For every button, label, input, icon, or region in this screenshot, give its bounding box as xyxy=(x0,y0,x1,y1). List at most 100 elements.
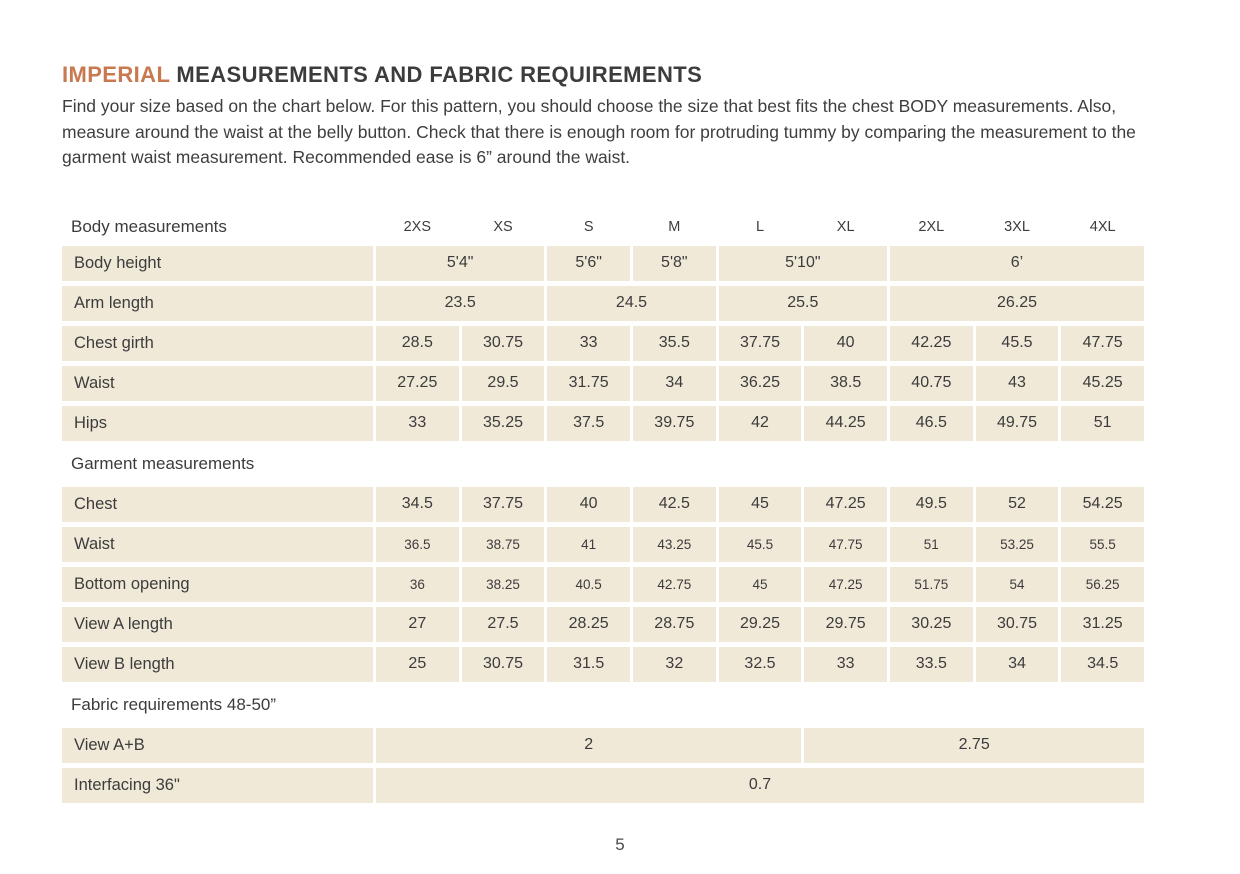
value-cell-view-b-length: 33 xyxy=(804,646,887,682)
value-cell-bottom-opening: 45 xyxy=(718,566,802,602)
title-rest: MEASUREMENTS AND FABRIC REQUIREMENTS xyxy=(169,62,703,87)
size-column-header-l: L xyxy=(755,218,765,235)
value-cell-view-b-length: 32 xyxy=(632,646,716,682)
value-cell-waist-body: 43 xyxy=(975,365,1059,401)
value-cell-view-b-length: 34 xyxy=(975,646,1059,682)
value-cell-chest-girth: 30.75 xyxy=(461,325,545,361)
value-cell-view-a-length: 30.25 xyxy=(889,606,973,642)
value-cell-waist-garment: 36.5 xyxy=(376,526,459,562)
value-cell-hips: 35.25 xyxy=(461,405,545,441)
value-cell-chest-garment: 47.25 xyxy=(804,486,887,522)
row-label-interfacing: Interfacing 36" xyxy=(62,767,373,803)
value-cell-interfacing: 0.7 xyxy=(376,767,1144,803)
value-cell-body-height: 6’ xyxy=(889,245,1144,281)
value-cell-hips: 51 xyxy=(1061,405,1144,441)
value-cell-chest-garment: 37.75 xyxy=(461,486,545,522)
value-cell-waist-garment: 53.25 xyxy=(975,526,1059,562)
value-cell-hips: 37.5 xyxy=(547,405,630,441)
value-cell-hips: 39.75 xyxy=(632,405,716,441)
value-cell-waist-body: 29.5 xyxy=(461,365,545,401)
value-cell-view-a-length: 29.25 xyxy=(718,606,802,642)
value-cell-waist-garment: 38.75 xyxy=(461,526,545,562)
value-cell-bottom-opening: 56.25 xyxy=(1061,566,1144,602)
size-column-header-4xl: 4XL xyxy=(1089,218,1116,235)
value-cell-body-height: 5'4" xyxy=(376,245,545,281)
value-cell-bottom-opening: 40.5 xyxy=(547,566,630,602)
value-cell-waist-body: 36.25 xyxy=(718,365,802,401)
value-cell-chest-garment: 34.5 xyxy=(376,486,459,522)
size-column-header-2xs: 2XS xyxy=(403,218,432,235)
value-cell-chest-garment: 54.25 xyxy=(1061,486,1144,522)
value-cell-view-b-length: 25 xyxy=(376,646,459,682)
intro-paragraph: Find your size based on the chart below.… xyxy=(62,96,1136,167)
value-cell-bottom-opening: 42.75 xyxy=(632,566,716,602)
value-cell-waist-garment: 43.25 xyxy=(632,526,716,562)
size-column-header-xl: XL xyxy=(836,218,855,235)
value-cell-view-a-length: 29.75 xyxy=(804,606,887,642)
value-cell-chest-garment: 42.5 xyxy=(632,486,716,522)
value-cell-chest-girth: 40 xyxy=(804,325,887,361)
value-cell-chest-garment: 40 xyxy=(547,486,630,522)
value-cell-arm-length: 26.25 xyxy=(889,285,1144,321)
size-column-header-m: M xyxy=(668,218,681,235)
row-label-waist-body: Waist xyxy=(62,365,373,401)
value-cell-chest-girth: 33 xyxy=(547,325,630,361)
size-column-header-2xl: 2XL xyxy=(918,218,945,235)
title-highlight: IMPERIAL xyxy=(62,62,170,87)
value-cell-chest-garment: 45 xyxy=(718,486,802,522)
value-cell-waist-body: 31.75 xyxy=(547,365,630,401)
row-label-view-b-length: View B length xyxy=(62,646,373,682)
value-cell-waist-body: 34 xyxy=(632,365,716,401)
row-label-view-a-b: View A+B xyxy=(62,727,373,763)
value-cell-body-height: 5'8" xyxy=(632,245,716,281)
value-cell-waist-garment: 47.75 xyxy=(804,526,887,562)
value-cell-waist-garment: 55.5 xyxy=(1061,526,1144,562)
value-cell-view-a-length: 28.25 xyxy=(547,606,630,642)
value-cell-view-a-length: 28.75 xyxy=(632,606,716,642)
value-cell-bottom-opening: 38.25 xyxy=(461,566,545,602)
value-cell-waist-garment: 41 xyxy=(547,526,630,562)
value-cell-arm-length: 25.5 xyxy=(718,285,887,321)
value-cell-hips: 44.25 xyxy=(804,405,887,441)
value-cell-arm-length: 24.5 xyxy=(547,285,716,321)
value-cell-hips: 49.75 xyxy=(975,405,1059,441)
value-cell-view-b-length: 32.5 xyxy=(718,646,802,682)
value-cell-chest-girth: 37.75 xyxy=(718,325,802,361)
page-title: IMPERIAL MEASUREMENTS AND FABRIC REQUIRE… xyxy=(62,62,1178,88)
row-label-body-height: Body height xyxy=(62,245,373,281)
value-cell-hips: 33 xyxy=(376,405,459,441)
size-table: Body measurements 2XS XS S M L XL 2XL 3XL 4XL Body… xyxy=(62,213,1144,803)
value-cell-bottom-opening: 54 xyxy=(975,566,1059,602)
row-label-hips: Hips xyxy=(62,405,373,441)
value-cell-body-height: 5'6" xyxy=(547,245,630,281)
row-label-waist-garment: Waist xyxy=(62,526,373,562)
value-cell-chest-girth: 47.75 xyxy=(1061,325,1144,361)
value-cell-hips: 46.5 xyxy=(889,405,973,441)
value-cell-hips: 42 xyxy=(718,405,802,441)
value-cell-bottom-opening: 51.75 xyxy=(889,566,973,602)
row-label-chest-garment: Chest xyxy=(62,486,373,522)
value-cell-view-b-length: 34.5 xyxy=(1061,646,1144,682)
value-cell-waist-body: 38.5 xyxy=(804,365,887,401)
value-cell-view-a-length: 27 xyxy=(376,606,459,642)
section-label-garment-section: Garment measurements xyxy=(71,453,255,473)
value-cell-view-a-length: 30.75 xyxy=(975,606,1059,642)
value-cell-view-a-b: 2 xyxy=(376,727,802,763)
value-cell-waist-body: 45.25 xyxy=(1061,365,1144,401)
value-cell-body-height: 5'10" xyxy=(718,245,887,281)
document-page: IMPERIAL MEASUREMENTS AND FABRIC REQUIRE… xyxy=(62,62,1178,854)
size-column-header-s: S xyxy=(583,218,594,235)
value-cell-waist-body: 27.25 xyxy=(376,365,459,401)
value-cell-view-a-length: 27.5 xyxy=(461,606,545,642)
value-cell-chest-girth: 45.5 xyxy=(975,325,1059,361)
row-label-arm-length: Arm length xyxy=(62,285,373,321)
value-cell-view-a-length: 31.25 xyxy=(1061,606,1144,642)
value-cell-waist-garment: 51 xyxy=(889,526,973,562)
size-column-header-3xl: 3XL xyxy=(1004,218,1030,235)
value-cell-bottom-opening: 47.25 xyxy=(804,566,887,602)
value-cell-chest-garment: 49.5 xyxy=(889,486,973,522)
value-cell-bottom-opening: 36 xyxy=(376,566,459,602)
size-column-header-xs: XS xyxy=(493,218,513,235)
value-cell-chest-girth: 28.5 xyxy=(376,325,459,361)
page-number: 5 xyxy=(615,834,625,854)
